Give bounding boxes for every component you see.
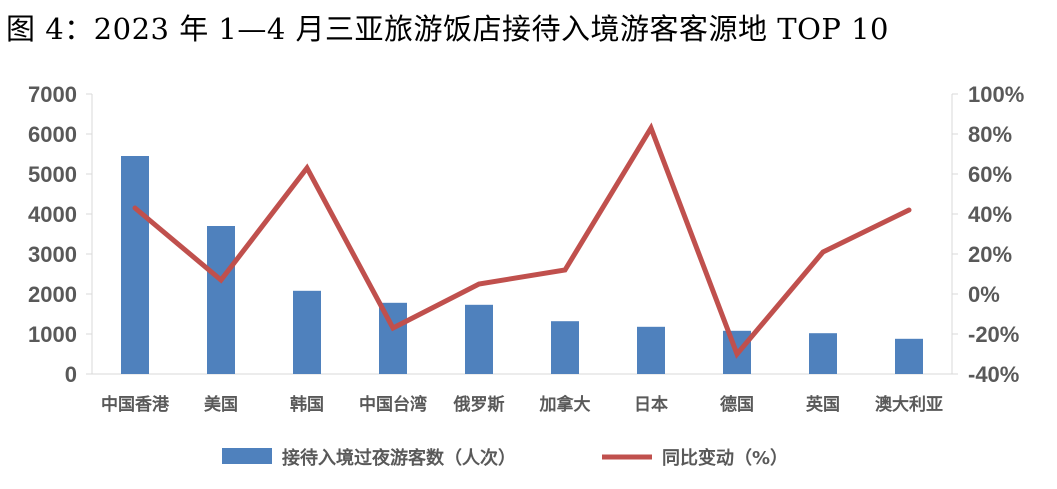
y-right-tick-label: -20% xyxy=(968,322,1019,347)
chart-axes: 0 1000 2000 3000 4000 5000 6000 7000 -40% -20% 0% 2… xyxy=(28,82,1024,415)
bar-澳大利亚 xyxy=(895,338,923,374)
legend-bar-swatch xyxy=(222,448,272,464)
x-category-label: 美国 xyxy=(204,394,238,415)
x-category-label: 俄罗斯 xyxy=(453,394,505,415)
bar-美国 xyxy=(207,226,235,374)
y-left-tick-label: 3000 xyxy=(28,242,77,267)
y-right-tick-label: 100% xyxy=(968,82,1024,107)
x-category-label: 加拿大 xyxy=(539,394,591,415)
line-series xyxy=(132,122,912,359)
y-right-tick-label: 0% xyxy=(968,282,1000,307)
x-category-label: 中国台湾 xyxy=(359,394,427,415)
y-right-tick-label: 80% xyxy=(968,122,1012,147)
x-category-label: 澳大利亚 xyxy=(875,394,943,415)
legend-line-label: 同比变动（%） xyxy=(662,447,788,469)
bar-series xyxy=(121,156,923,374)
bar-中国香港 xyxy=(121,156,149,374)
y-left-tick-label: 2000 xyxy=(28,282,77,307)
y-left-tick-label: 7000 xyxy=(28,82,77,107)
y-right-tick-label: -40% xyxy=(968,362,1019,387)
y-left-tick-label: 4000 xyxy=(28,202,77,227)
y-right-tick-label: 20% xyxy=(968,242,1012,267)
y-right-tick-label: 40% xyxy=(968,202,1012,227)
y-left-tick-label: 1000 xyxy=(28,322,77,347)
y-left-tick-label: 6000 xyxy=(28,122,77,147)
bar-英国 xyxy=(809,333,837,374)
line-yoy-change xyxy=(132,122,912,359)
bar-加拿大 xyxy=(551,321,579,374)
legend-bar-label: 接待入境过夜游客数（人次） xyxy=(282,447,516,469)
chart-legend: 接待入境过夜游客数（人次） 同比变动（%） xyxy=(222,447,788,469)
chart-title: 图 4：2023 年 1—4 月三亚旅游饭店接待入境游客客源地 TOP 10 xyxy=(6,12,889,46)
x-category-label: 日本 xyxy=(634,394,668,415)
y-left-tick-label: 5000 xyxy=(28,162,77,187)
y-right-tick-label: 60% xyxy=(968,162,1012,187)
y-left-tick-label: 0 xyxy=(65,362,77,387)
bar-韩国 xyxy=(293,290,321,374)
bar-日本 xyxy=(637,326,665,374)
x-category-label: 英国 xyxy=(806,394,840,415)
bar-俄罗斯 xyxy=(465,304,493,374)
x-category-label: 德国 xyxy=(720,394,754,415)
x-category-label: 中国香港 xyxy=(101,394,170,415)
x-category-label: 韩国 xyxy=(290,394,324,415)
